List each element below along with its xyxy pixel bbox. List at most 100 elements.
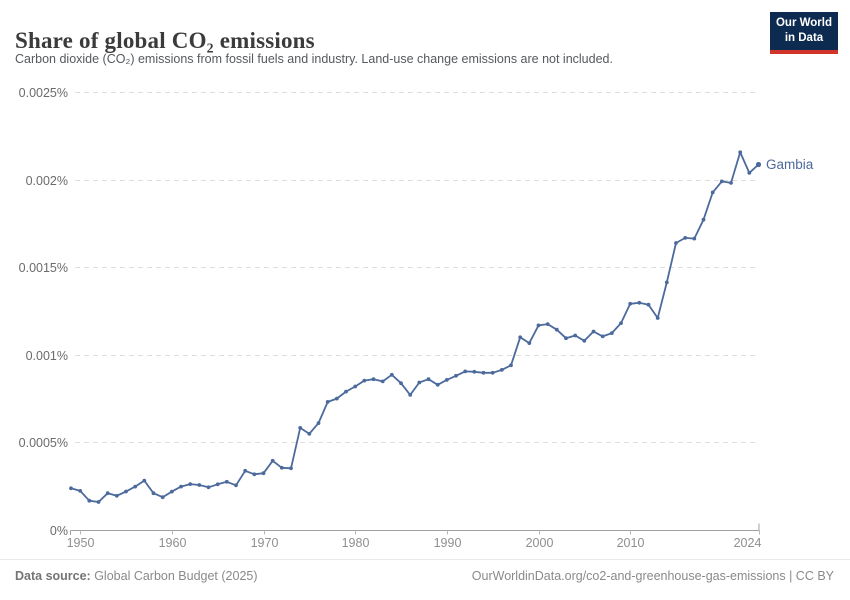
page-title: Share of global CO₂ emissions bbox=[15, 28, 315, 54]
data-point bbox=[435, 382, 440, 387]
data-point bbox=[197, 483, 202, 487]
x-tick-label: 1990 bbox=[434, 536, 462, 550]
data-point bbox=[96, 500, 101, 504]
data-point bbox=[78, 489, 83, 493]
data-point bbox=[160, 495, 165, 500]
data-point bbox=[325, 400, 330, 404]
data-point bbox=[69, 486, 73, 491]
x-tick-label: 1970 bbox=[251, 536, 279, 550]
data-point bbox=[389, 372, 394, 377]
data-point bbox=[499, 368, 504, 372]
data-point bbox=[371, 377, 376, 382]
y-tick-label: 0% bbox=[50, 524, 68, 538]
y-tick-label: 0.0015% bbox=[19, 261, 68, 275]
data-point bbox=[637, 300, 642, 305]
series-label-gambia[interactable]: Gambia bbox=[766, 157, 814, 172]
data-point bbox=[738, 150, 743, 155]
data-point bbox=[573, 333, 578, 338]
data-source-label: Data source: bbox=[15, 569, 91, 583]
data-point bbox=[600, 334, 605, 339]
y-tick-label: 0.001% bbox=[26, 349, 68, 363]
data-point bbox=[279, 465, 284, 470]
data-point bbox=[334, 396, 339, 401]
data-point bbox=[252, 472, 257, 477]
chart-subtitle: Carbon dioxide (CO₂) emissions from foss… bbox=[15, 52, 613, 66]
data-point bbox=[755, 161, 762, 168]
data-point bbox=[426, 377, 431, 382]
x-tick-label: 2024 bbox=[734, 536, 762, 550]
data-source-text: Global Carbon Budget (2025) bbox=[90, 569, 258, 583]
data-point bbox=[289, 466, 293, 471]
data-point bbox=[710, 190, 715, 195]
data-point bbox=[729, 181, 733, 185]
data-point bbox=[444, 378, 449, 382]
x-tick-label: 2010 bbox=[617, 536, 645, 550]
owid-logo-line2: in Data bbox=[784, 31, 824, 44]
series-line-gambia[interactable] bbox=[70, 151, 760, 503]
owid-logo-line1: Our World bbox=[775, 17, 832, 29]
x-tick-label: 1950 bbox=[67, 536, 95, 550]
data-point bbox=[87, 498, 92, 503]
data-point bbox=[527, 341, 532, 345]
data-point bbox=[545, 322, 550, 326]
data-point bbox=[719, 179, 724, 184]
data-point bbox=[316, 421, 321, 425]
data-point bbox=[105, 491, 110, 496]
data-point bbox=[747, 171, 752, 175]
data-point bbox=[609, 331, 614, 335]
data-point bbox=[133, 484, 138, 489]
data-point bbox=[169, 489, 174, 494]
credit-link[interactable]: OurWorldinData.org/co2-and-greenhouse-ga… bbox=[471, 569, 834, 583]
data-point bbox=[362, 378, 367, 383]
data-point bbox=[628, 301, 633, 306]
data-point bbox=[701, 217, 706, 222]
data-point bbox=[399, 381, 403, 386]
x-tick-label: 1980 bbox=[342, 536, 370, 550]
data-point bbox=[124, 489, 128, 494]
owid-logo[interactable]: Our World in Data bbox=[770, 12, 838, 54]
data-point bbox=[261, 471, 266, 476]
data-point bbox=[554, 327, 559, 332]
data-point bbox=[509, 363, 513, 368]
data-point bbox=[655, 316, 660, 320]
data-point bbox=[188, 482, 193, 486]
y-tick-label: 0.0025% bbox=[19, 86, 68, 100]
data-point bbox=[243, 468, 248, 473]
data-point bbox=[151, 491, 156, 496]
data-point bbox=[206, 485, 211, 490]
data-point bbox=[344, 389, 348, 394]
data-source: Data source: Global Carbon Budget (2025) bbox=[15, 569, 258, 583]
data-point bbox=[692, 236, 697, 241]
data-point bbox=[270, 458, 275, 463]
data-point bbox=[490, 370, 495, 375]
data-point bbox=[646, 302, 651, 307]
data-point bbox=[536, 323, 541, 328]
data-point bbox=[224, 479, 229, 484]
chart-footer: Data source: Global Carbon Budget (2025)… bbox=[0, 559, 850, 583]
data-point bbox=[298, 426, 303, 430]
data-point bbox=[142, 478, 147, 483]
data-point bbox=[234, 483, 238, 488]
data-point bbox=[472, 369, 477, 374]
data-point bbox=[408, 393, 413, 397]
data-point bbox=[481, 370, 486, 375]
data-point bbox=[380, 379, 385, 384]
y-tick-label: 0.0005% bbox=[19, 436, 68, 450]
data-point bbox=[564, 336, 568, 341]
x-tick-label: 1960 bbox=[159, 536, 187, 550]
data-point bbox=[674, 241, 678, 245]
data-point bbox=[353, 384, 358, 389]
x-tick-label: 2000 bbox=[526, 536, 554, 550]
data-point bbox=[619, 321, 623, 325]
data-point bbox=[417, 380, 422, 385]
data-point bbox=[664, 280, 669, 285]
chart-canvas[interactable]: 0% 0.0005% 0.001% 0.0015% 0.002% 0.0025% 1950 1… bbox=[0, 85, 850, 559]
data-point bbox=[518, 335, 523, 340]
data-point bbox=[307, 431, 312, 436]
data-point bbox=[215, 482, 220, 487]
data-point bbox=[463, 369, 468, 374]
data-point bbox=[454, 373, 458, 378]
data-point bbox=[591, 329, 596, 334]
data-point bbox=[582, 338, 587, 343]
